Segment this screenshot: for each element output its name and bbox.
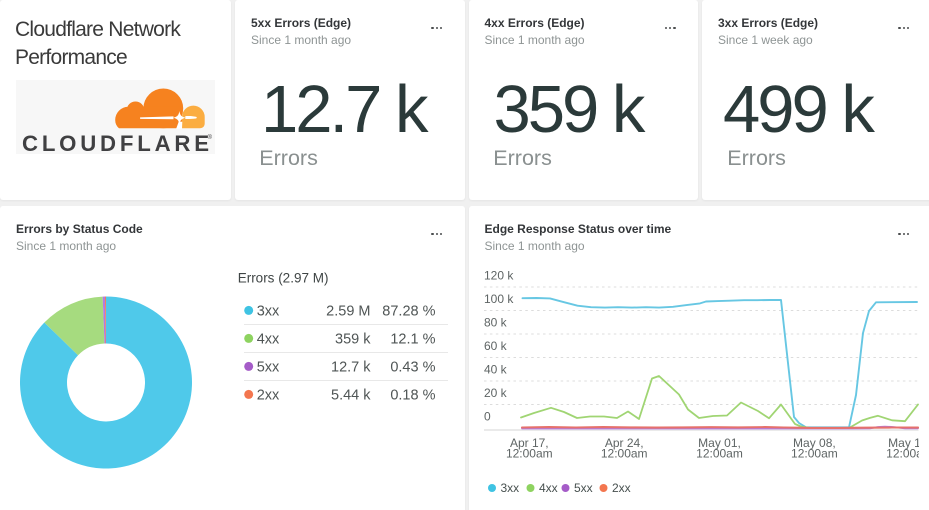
svg-text:4xx: 4xx: [539, 481, 558, 495]
svg-text:12:00am: 12:00am: [601, 447, 648, 461]
svg-text:®: ®: [208, 134, 213, 141]
svg-text:CLOUDFLARE: CLOUDFLARE: [22, 131, 213, 154]
svg-text:87.28 %: 87.28 %: [382, 304, 435, 320]
svg-text:0.18 %: 0.18 %: [390, 388, 435, 404]
svg-text:0: 0: [484, 410, 491, 424]
svg-text:12.1 %: 12.1 %: [390, 332, 435, 348]
svg-text:120 k: 120 k: [484, 269, 514, 283]
svg-text:3xx: 3xx: [501, 481, 520, 495]
svg-text:12:00am: 12:00am: [791, 447, 838, 461]
svg-text:3xx: 3xx: [257, 304, 280, 320]
svg-text:12.7 k: 12.7 k: [331, 360, 371, 376]
svg-text:100 k: 100 k: [484, 292, 514, 306]
svg-text:Apr 17,: Apr 17,: [510, 436, 549, 450]
svg-text:May 08,: May 08,: [793, 436, 836, 450]
svg-text:2xx: 2xx: [257, 388, 280, 404]
svg-text:40 k: 40 k: [484, 363, 508, 377]
svg-text:May 15,: May 15,: [888, 436, 919, 450]
svg-text:0.43 %: 0.43 %: [390, 360, 435, 376]
svg-text:20 k: 20 k: [484, 386, 508, 400]
svg-text:Apr 24,: Apr 24,: [605, 436, 644, 450]
svg-text:60 k: 60 k: [484, 339, 508, 353]
svg-text:2.59 M: 2.59 M: [326, 304, 370, 320]
svg-text:359 k: 359 k: [335, 332, 371, 348]
svg-text:5xx: 5xx: [574, 481, 593, 495]
svg-text:4xx: 4xx: [257, 332, 280, 348]
svg-text:5.44 k: 5.44 k: [331, 388, 371, 404]
svg-text:80 k: 80 k: [484, 316, 508, 330]
svg-text:12:00am: 12:00am: [506, 447, 553, 461]
svg-text:2xx: 2xx: [612, 481, 631, 495]
svg-text:May 01,: May 01,: [698, 436, 741, 450]
svg-text:12:00am: 12:00am: [696, 447, 743, 461]
svg-text:12:00am: 12:00am: [886, 447, 919, 461]
svg-text:5xx: 5xx: [257, 360, 280, 376]
svg-text:Errors (2.97 M): Errors (2.97 M): [238, 271, 329, 286]
